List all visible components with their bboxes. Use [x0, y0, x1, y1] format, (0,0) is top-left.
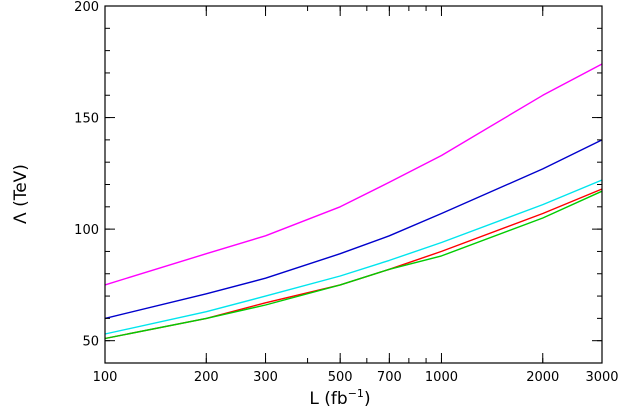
x-tick-label: 100: [93, 370, 118, 385]
plot-frame: [104, 5, 603, 364]
x-tick-label: 200: [194, 370, 219, 385]
series-layer: [104, 63, 603, 340]
series-line-1: [104, 63, 603, 286]
x-tick-label: 2000: [526, 370, 559, 385]
y-tick-label: 200: [74, 0, 99, 15]
y-tick-label: 50: [82, 335, 99, 350]
x-tick-label: 3000: [585, 370, 618, 385]
tick-layer: 100 200 300 500 700 1000 2000 3000 50 100 150 200: [74, 0, 618, 385]
x-axis-title: L (fb−1): [309, 387, 370, 409]
y-tick-label: 150: [74, 112, 99, 127]
x-tick-label: 1000: [425, 370, 458, 385]
y-tick-label: 100: [74, 223, 99, 238]
x-tick-label: 700: [377, 370, 402, 385]
series-line-4: [104, 188, 603, 340]
y-axis-title: Λ (TeV): [11, 164, 31, 224]
series-line-3: [104, 179, 603, 335]
series-line-5: [104, 190, 603, 340]
series-line-2: [104, 139, 603, 320]
x-tick-label: 500: [328, 370, 353, 385]
x-tick-label: 300: [253, 370, 278, 385]
